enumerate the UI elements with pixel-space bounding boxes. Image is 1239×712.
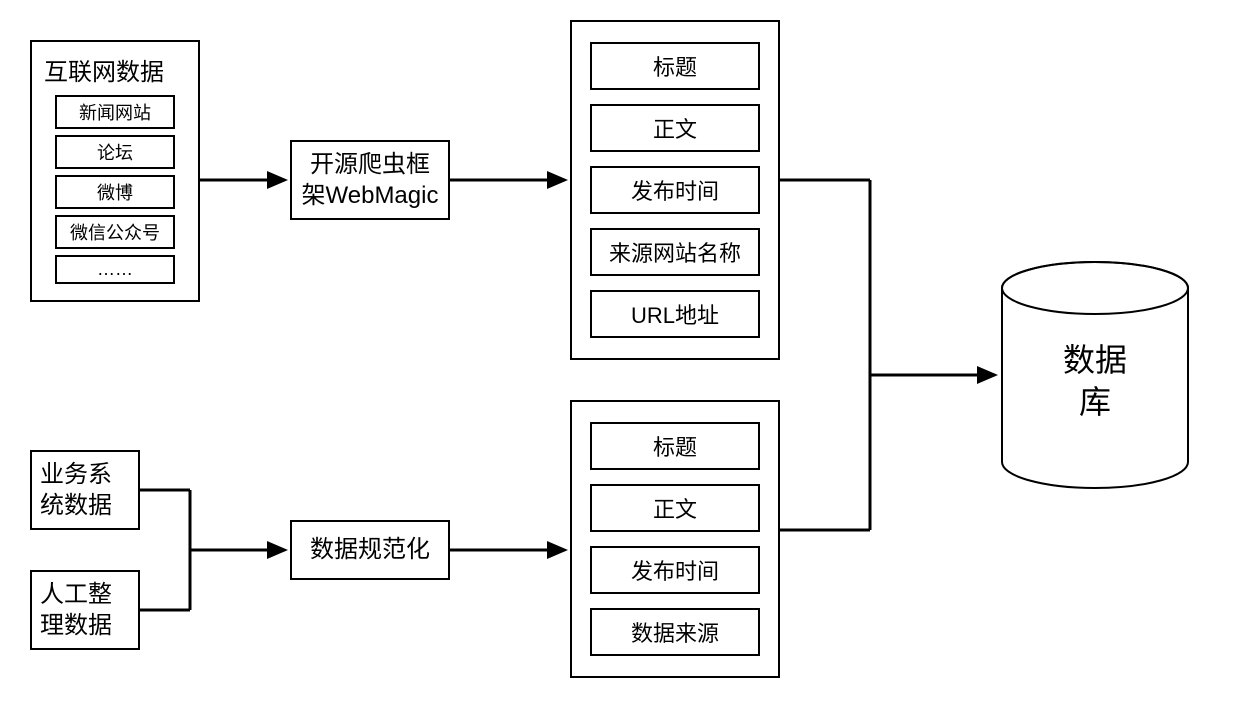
diagram-canvas: 互联网数据 新闻网站 论坛 微博 微信公众号 …… 开源爬虫框 架WebMagi… [0,0,1239,712]
normalize-box: 数据规范化 [290,520,450,580]
web-field-item: 发布时间 [590,166,760,214]
web-field-item: 来源网站名称 [590,228,760,276]
internet-data-item: 论坛 [55,135,175,169]
database-label: 数据 库 [1000,340,1190,423]
web-field-item: 正文 [590,104,760,152]
internet-data-item: 微博 [55,175,175,209]
biz-field-item: 发布时间 [590,546,760,594]
crawler-box: 开源爬虫框 架WebMagic [290,140,450,220]
business-data-box: 业务系 统数据 [30,450,140,530]
biz-fields-box: 标题 正文 发布时间 数据来源 [570,400,780,678]
internet-data-item: 微信公众号 [55,215,175,249]
internet-data-box: 互联网数据 新闻网站 论坛 微博 微信公众号 …… [30,40,200,302]
internet-data-item: …… [55,255,175,284]
biz-field-item: 标题 [590,422,760,470]
internet-data-title: 互联网数据 [44,52,186,87]
database-cylinder: 数据 库 [1000,260,1190,490]
web-fields-box: 标题 正文 发布时间 来源网站名称 URL地址 [570,20,780,360]
biz-field-item: 正文 [590,484,760,532]
biz-field-item: 数据来源 [590,608,760,656]
manual-data-box: 人工整 理数据 [30,570,140,650]
web-field-item: URL地址 [590,290,760,338]
internet-data-item: 新闻网站 [55,95,175,129]
web-field-item: 标题 [590,42,760,90]
